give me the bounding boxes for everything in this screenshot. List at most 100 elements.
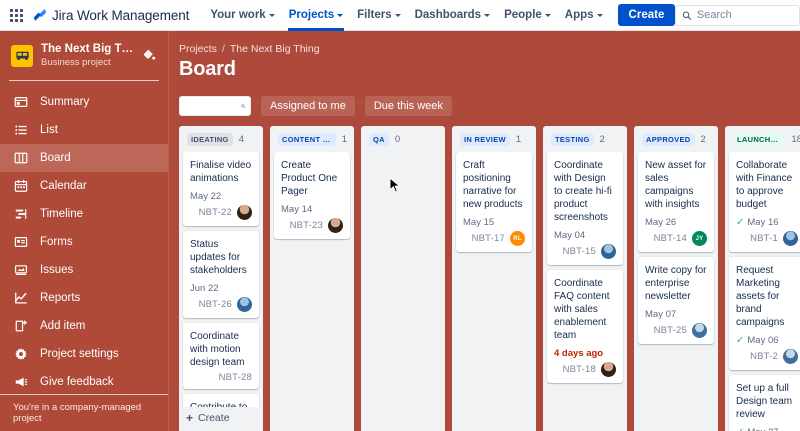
create-button[interactable]: Create	[617, 4, 676, 26]
reports-chart-icon	[13, 290, 29, 306]
nav-item-filters[interactable]: Filters	[350, 0, 408, 31]
grid-apps-icon[interactable]	[6, 5, 26, 25]
board-card[interactable]: New asset for sales campaigns with insig…	[638, 152, 714, 252]
card-title: Request Marketing assets for brand campa…	[736, 265, 785, 328]
sidebar-item-list[interactable]: List	[0, 116, 168, 144]
breadcrumb-separator: /	[221, 43, 225, 55]
nav-item-people[interactable]: People	[497, 0, 558, 31]
jira-brand-link[interactable]: Jira Work Management	[33, 8, 189, 23]
card-title: Contribute to OKR discussion	[190, 401, 252, 407]
column-status-tag: TESTING	[551, 133, 594, 146]
list-icon	[13, 122, 29, 138]
board-column-content-development[interactable]: CONTENT DEVE... 1 Create Product One Pag…	[270, 126, 354, 431]
board-column-approved[interactable]: APPROVED 2 New asset for sales campaigns…	[634, 126, 718, 431]
card-title: Craft positioning narrative for new prod…	[463, 160, 523, 210]
column-create-button[interactable]: + Create	[186, 412, 257, 424]
card-assignee-avatar[interactable]: RL	[510, 231, 525, 246]
sidebar-item-issues[interactable]: Issues	[0, 256, 168, 284]
filter-bar: Assigned to me Due this week	[179, 87, 800, 126]
card-assignee-avatar[interactable]	[328, 218, 343, 233]
board-column-launched[interactable]: LAUNCHED 18 Collaborate with Finance to …	[725, 126, 800, 431]
breadcrumb-current-project[interactable]: The Next Big Thing	[229, 43, 320, 55]
board-search-input[interactable]	[185, 100, 241, 112]
board-column-testing[interactable]: TESTING 2 Coordinate with Design to crea…	[543, 126, 627, 431]
page-title: Board	[179, 58, 236, 80]
filter-assigned-to-me[interactable]: Assigned to me	[261, 96, 355, 116]
paint-bucket-icon[interactable]	[142, 48, 158, 64]
sidebar-item-reports[interactable]: Reports	[0, 284, 168, 312]
board-card[interactable]: Status updates for stakeholders Jun 22 N…	[183, 231, 259, 318]
app-shell: The Next Big Thing Business project Summ…	[0, 31, 800, 431]
card-assignee-avatar[interactable]	[601, 362, 616, 377]
jira-logo-icon	[33, 9, 46, 21]
column-status-tag: IDEATING	[187, 133, 233, 146]
board-card[interactable]: Create Product One Pager May 14 NBT-23	[274, 152, 350, 239]
card-title: Coordinate FAQ content with sales enable…	[554, 278, 610, 341]
nav-item-label: Projects	[288, 9, 335, 21]
chevron-down-icon	[544, 14, 551, 17]
column-status-tag: IN REVIEW	[460, 133, 510, 146]
project-header[interactable]: The Next Big Thing Business project	[0, 31, 168, 79]
search-input[interactable]	[696, 9, 794, 21]
sidebar-item-timeline[interactable]: Timeline	[0, 200, 168, 228]
nav-item-label: Your work	[210, 9, 266, 21]
card-assignee-avatar[interactable]	[783, 231, 798, 246]
sidebar-item-add-item[interactable]: Add item	[0, 312, 168, 340]
card-assignee-avatar[interactable]: JY	[692, 231, 707, 246]
filter-due-this-week[interactable]: Due this week	[364, 96, 452, 116]
sidebar-item-forms[interactable]: Forms	[0, 228, 168, 256]
card-assignee-avatar[interactable]	[237, 205, 252, 220]
card-issue-key: NBT-2	[750, 351, 778, 362]
board-card[interactable]: Finalise video animations May 22 NBT-22	[183, 152, 259, 226]
board-column-in-review[interactable]: IN REVIEW 1 Craft positioning narrative …	[452, 126, 536, 431]
create-label: Create	[198, 412, 230, 424]
board-card[interactable]: Collaborate with Finance to approve budg…	[729, 152, 800, 252]
nav-item-apps[interactable]: Apps	[558, 0, 610, 31]
settings-gear-icon	[13, 346, 29, 362]
sidebar-item-summary[interactable]: Summary	[0, 88, 168, 116]
breadcrumb-projects[interactable]: Projects	[179, 43, 217, 55]
card-assignee-avatar[interactable]	[237, 297, 252, 312]
sidebar-item-label: Timeline	[40, 208, 84, 220]
card-title: Collaborate with Finance to approve budg…	[736, 160, 793, 210]
card-assignee-avatar[interactable]	[601, 244, 616, 259]
sidebar-item-board[interactable]: Board	[0, 144, 168, 172]
global-search-box[interactable]	[675, 4, 800, 26]
nav-item-projects[interactable]: Projects	[282, 0, 350, 31]
card-assignee-avatar[interactable]	[783, 349, 798, 364]
nav-item-dashboards[interactable]: Dashboards	[408, 0, 497, 31]
column-header: TESTING 2	[543, 126, 627, 152]
sidebar-item-label: Project settings	[40, 348, 119, 360]
board-card[interactable]: Coordinate with motion design team NBT-2…	[183, 323, 259, 389]
board-column-ideating[interactable]: IDEATING 4 Finalise video animations May…	[179, 126, 263, 431]
board-card[interactable]: Request Marketing assets for brand campa…	[729, 257, 800, 370]
sidebar-item-project-settings[interactable]: Project settings	[0, 340, 168, 368]
card-assignee-avatar[interactable]	[692, 323, 707, 338]
sidebar-item-label: Summary	[40, 96, 90, 108]
board-card[interactable]: Coordinate with Design to create hi-fi p…	[547, 152, 623, 265]
board-column-qa[interactable]: QA 0	[361, 126, 445, 431]
board-card[interactable]: Set up a full Design team review ✓ May 2…	[729, 375, 800, 431]
column-card-list: New asset for sales campaigns with insig…	[634, 152, 718, 431]
board-search-box[interactable]	[179, 96, 251, 116]
card-issue-key: NBT-14	[653, 233, 687, 244]
board-card[interactable]: Contribute to OKR discussion	[183, 394, 259, 407]
board-card[interactable]: Coordinate FAQ content with sales enable…	[547, 270, 623, 383]
column-card-count: 18	[791, 134, 800, 145]
top-navigation-bar: Jira Work Management Your work Projects …	[0, 0, 800, 31]
nav-item-label: Apps	[564, 9, 594, 21]
sidebar-item-give-feedback[interactable]: Give feedback	[0, 368, 168, 394]
top-nav-right-group: ?	[675, 4, 800, 26]
sidebar-item-calendar[interactable]: Calendar	[0, 172, 168, 200]
board-card[interactable]: Craft positioning narrative for new prod…	[456, 152, 532, 252]
card-due-date: May 22	[190, 191, 222, 202]
board-card[interactable]: Write copy for enterprise newsletter May…	[638, 257, 714, 344]
chevron-down-icon	[394, 14, 401, 17]
search-icon	[241, 104, 245, 108]
nav-item-your-work[interactable]: Your work	[203, 0, 281, 31]
card-title: Set up a full Design team review	[736, 383, 793, 420]
board-columns[interactable]: IDEATING 4 Finalise video animations May…	[179, 126, 800, 431]
search-icon	[683, 11, 692, 20]
card-due-date-text: May 27	[747, 427, 778, 431]
card-due-date: Jun 22	[190, 283, 219, 294]
